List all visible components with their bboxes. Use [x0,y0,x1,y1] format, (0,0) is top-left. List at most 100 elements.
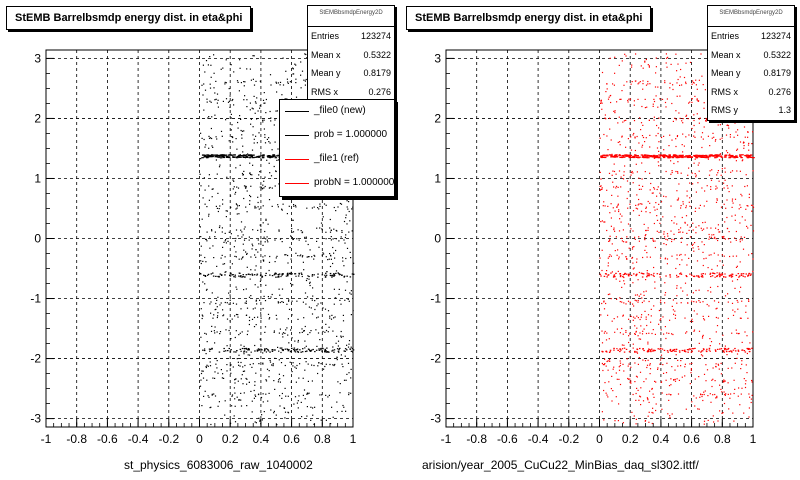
data-point [610,101,612,104]
data-point [720,174,722,176]
y-tick-label: 1 [34,171,41,185]
data-point [238,90,240,92]
data-point [734,237,736,239]
data-point [201,317,203,320]
data-point [298,272,300,274]
data-point [701,75,703,77]
data-point [630,156,633,158]
data-point [640,387,642,389]
data-point [648,421,650,423]
data-point [731,351,733,353]
data-point [262,362,264,364]
data-point [649,373,651,375]
data-point [705,364,707,366]
data-point [613,186,615,188]
data-point [729,274,732,276]
data-point [312,414,314,416]
data-point [254,394,256,396]
data-point [257,201,259,204]
data-point [649,146,651,148]
data-point [610,203,612,205]
data-point [746,185,748,187]
data-point [609,240,611,242]
data-point [672,349,675,351]
data-point [199,385,202,387]
data-point [649,390,651,392]
data-point [724,273,726,275]
data-point [614,276,616,278]
data-point [649,172,651,174]
data-point [654,86,657,88]
data-point [339,383,341,385]
data-point [747,348,749,350]
data-point [287,411,289,413]
data-point [604,221,606,223]
data-point [255,395,257,397]
data-point [271,349,274,351]
data-point [238,275,240,277]
data-point [243,370,246,372]
data-point [691,101,693,103]
data-point [709,350,711,352]
data-point [658,141,660,143]
data-point [706,227,708,229]
data-point [262,99,265,101]
data-point [715,188,717,190]
data-point [723,182,725,184]
data-point [202,64,204,66]
data-point [204,71,206,73]
data-point [703,348,705,351]
data-point [278,229,280,231]
data-point [301,328,303,330]
data-point [264,102,266,104]
data-point [209,247,211,249]
data-point [334,363,336,366]
data-point [619,365,621,367]
data-point [648,273,650,275]
data-point [290,282,292,285]
data-point [724,179,726,181]
data-point [264,176,266,178]
data-point [260,155,263,157]
data-point [268,137,270,139]
data-point [217,405,219,407]
data-point [244,364,246,367]
data-point [627,300,630,302]
data-point [344,299,346,301]
data-point [222,155,225,158]
x-tick-label: 0.6 [283,432,300,446]
data-point [249,200,251,202]
data-point [682,151,684,153]
data-point [304,350,307,353]
data-point [697,246,699,248]
data-point [617,204,619,206]
data-point [611,194,613,196]
data-point [694,136,696,138]
data-point [648,401,650,403]
data-point [237,316,239,318]
data-point [224,256,226,258]
data-point [689,236,692,238]
data-point [692,183,694,185]
data-point [321,394,323,396]
data-point [655,403,657,405]
data-point [634,155,638,157]
data-point [709,393,711,395]
data-point [343,275,346,277]
data-point [216,316,218,319]
data-point [734,214,736,216]
data-point [300,87,302,89]
data-point [234,274,236,276]
data-point [634,238,636,240]
data-point [256,97,258,99]
data-point [215,302,217,305]
data-point [321,347,324,349]
data-point [237,187,240,189]
data-point [642,136,645,139]
data-point [739,404,741,406]
data-point [251,274,254,276]
data-point [317,316,319,318]
data-point [649,350,652,352]
data-point [685,82,687,85]
data-point [684,363,686,365]
